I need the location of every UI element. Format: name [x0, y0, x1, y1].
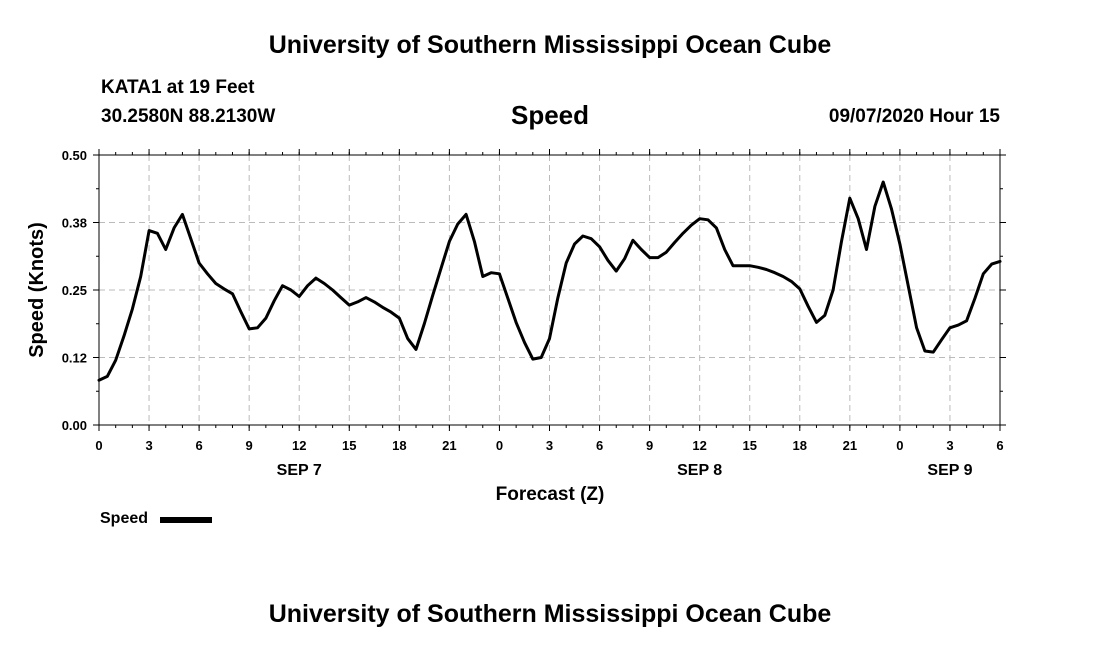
- x-tick-label: 15: [742, 438, 756, 453]
- station-name: KATA1 at 19 Feet: [101, 77, 255, 98]
- x-tick-label: 3: [546, 438, 553, 453]
- x-tick-label: 12: [292, 438, 306, 453]
- x-tick-label: 3: [946, 438, 953, 453]
- x-tick-label: 9: [246, 438, 253, 453]
- grid-layer: [99, 155, 1000, 425]
- y-tick-label: 0.00: [62, 418, 87, 433]
- x-tick-label: 0: [496, 438, 503, 453]
- station-coords: 30.2580N 88.2130W: [101, 106, 276, 127]
- x-tick-label: 3: [145, 438, 152, 453]
- top-title: University of Southern Mississippi Ocean…: [268, 31, 832, 59]
- x-tick-label: 15: [342, 438, 356, 453]
- y-tick-label: 0.12: [62, 351, 87, 366]
- x-tick-label: 18: [392, 438, 406, 453]
- y-tick-label: 0.25: [62, 283, 87, 298]
- x-axis-label: Forecast (Z): [496, 484, 605, 505]
- date-label: SEP 9: [927, 462, 972, 479]
- x-tick-label: 21: [843, 438, 857, 453]
- plot-title: Speed: [510, 100, 590, 130]
- x-tick-label: 18: [793, 438, 807, 453]
- run-time: 09/07/2020 Hour 15: [828, 106, 1000, 127]
- data-layer: [97, 180, 1002, 382]
- x-tick-label: 6: [195, 438, 202, 453]
- x-tick-label: 21: [442, 438, 456, 453]
- y-axis-label: Speed (Knots): [26, 222, 48, 358]
- y-tick-label: 0.50: [62, 148, 87, 163]
- date-label: SEP 8: [677, 462, 722, 479]
- axis-layer: 0.00 0.12 0.25 0.38 0.50 0 3 6 9 12 15 18 21 0 3 6 9 12 15…: [62, 148, 1006, 479]
- speed-series-line: [97, 180, 1002, 382]
- date-label: SEP 7: [277, 462, 322, 479]
- x-tick-label: 0: [95, 438, 102, 453]
- x-tick-label: 6: [596, 438, 603, 453]
- x-tick-label: 6: [996, 438, 1003, 453]
- bottom-title: University of Southern Mississippi Ocean…: [268, 600, 832, 628]
- x-tick-label: 9: [646, 438, 653, 453]
- legend-swatch: [160, 517, 212, 523]
- x-tick-label: 0: [896, 438, 903, 453]
- x-tick-label: 12: [692, 438, 706, 453]
- legend-label: Speed: [100, 510, 149, 527]
- y-tick-label: 0.38: [62, 216, 87, 231]
